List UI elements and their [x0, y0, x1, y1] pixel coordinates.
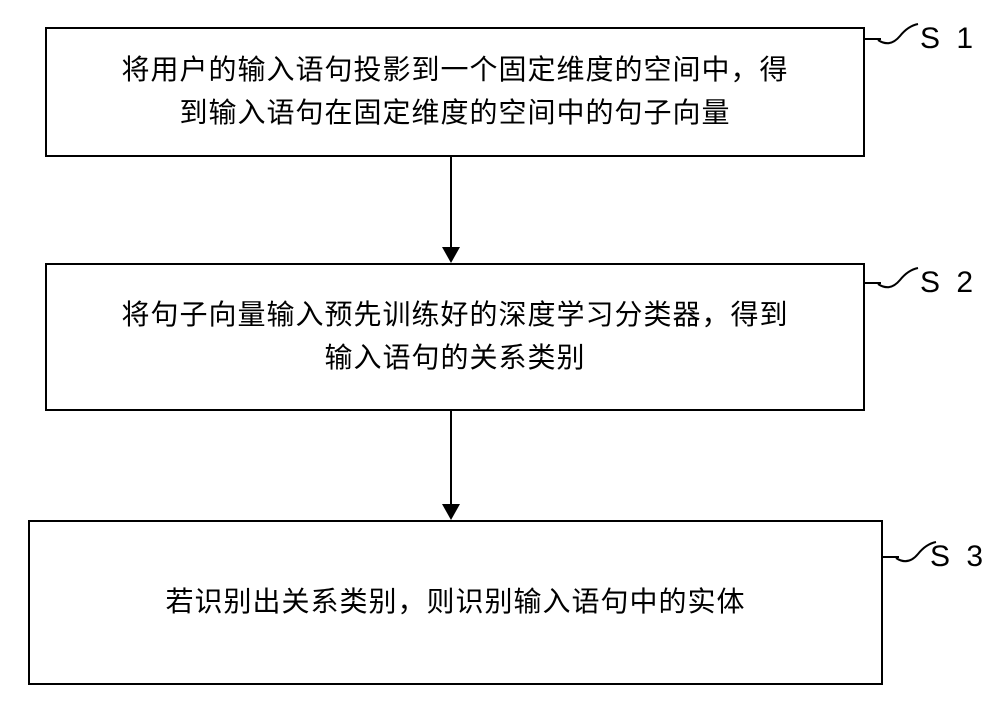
flow-node-s3-line1: 若识别出关系类别，则识别输入语句中的实体 [165, 587, 745, 618]
flow-node-s2-line1: 将句子向量输入预先训练好的深度学习分类器，得到 [121, 300, 788, 331]
arrow-s1-s2 [450, 157, 452, 247]
flow-node-s3: 若识别出关系类别，则识别输入语句中的实体 [28, 520, 883, 685]
flow-node-s1-line2: 到输入语句在固定维度的空间中的句子向量 [179, 98, 730, 129]
flow-node-s1-line1: 将用户的输入语句投影到一个固定维度的空间中，得 [121, 55, 788, 86]
flowchart-canvas: 将用户的输入语句投影到一个固定维度的空间中，得 到输入语句在固定维度的空间中的句… [0, 0, 1000, 718]
flow-node-s2-line2: 输入语句的关系类别 [324, 343, 585, 374]
step-label-s1: S 1 [920, 22, 977, 56]
step-label-s3: S 3 [930, 540, 987, 574]
flow-node-s2: 将句子向量输入预先训练好的深度学习分类器，得到 输入语句的关系类别 [45, 263, 865, 411]
flow-node-s1: 将用户的输入语句投影到一个固定维度的空间中，得 到输入语句在固定维度的空间中的句… [45, 27, 865, 157]
flow-node-s1-text: 将用户的输入语句投影到一个固定维度的空间中，得 到输入语句在固定维度的空间中的句… [121, 49, 788, 136]
arrow-head-s1-s2 [442, 247, 460, 263]
label-swoosh-s2 [876, 264, 920, 296]
label-swoosh-s1 [876, 20, 920, 52]
flow-node-s2-text: 将句子向量输入预先训练好的深度学习分类器，得到 输入语句的关系类别 [121, 294, 788, 381]
flow-node-s3-text: 若识别出关系类别，则识别输入语句中的实体 [165, 581, 745, 624]
arrow-head-s2-s3 [442, 504, 460, 520]
step-label-s2: S 2 [920, 266, 977, 300]
arrow-s2-s3 [450, 411, 452, 504]
